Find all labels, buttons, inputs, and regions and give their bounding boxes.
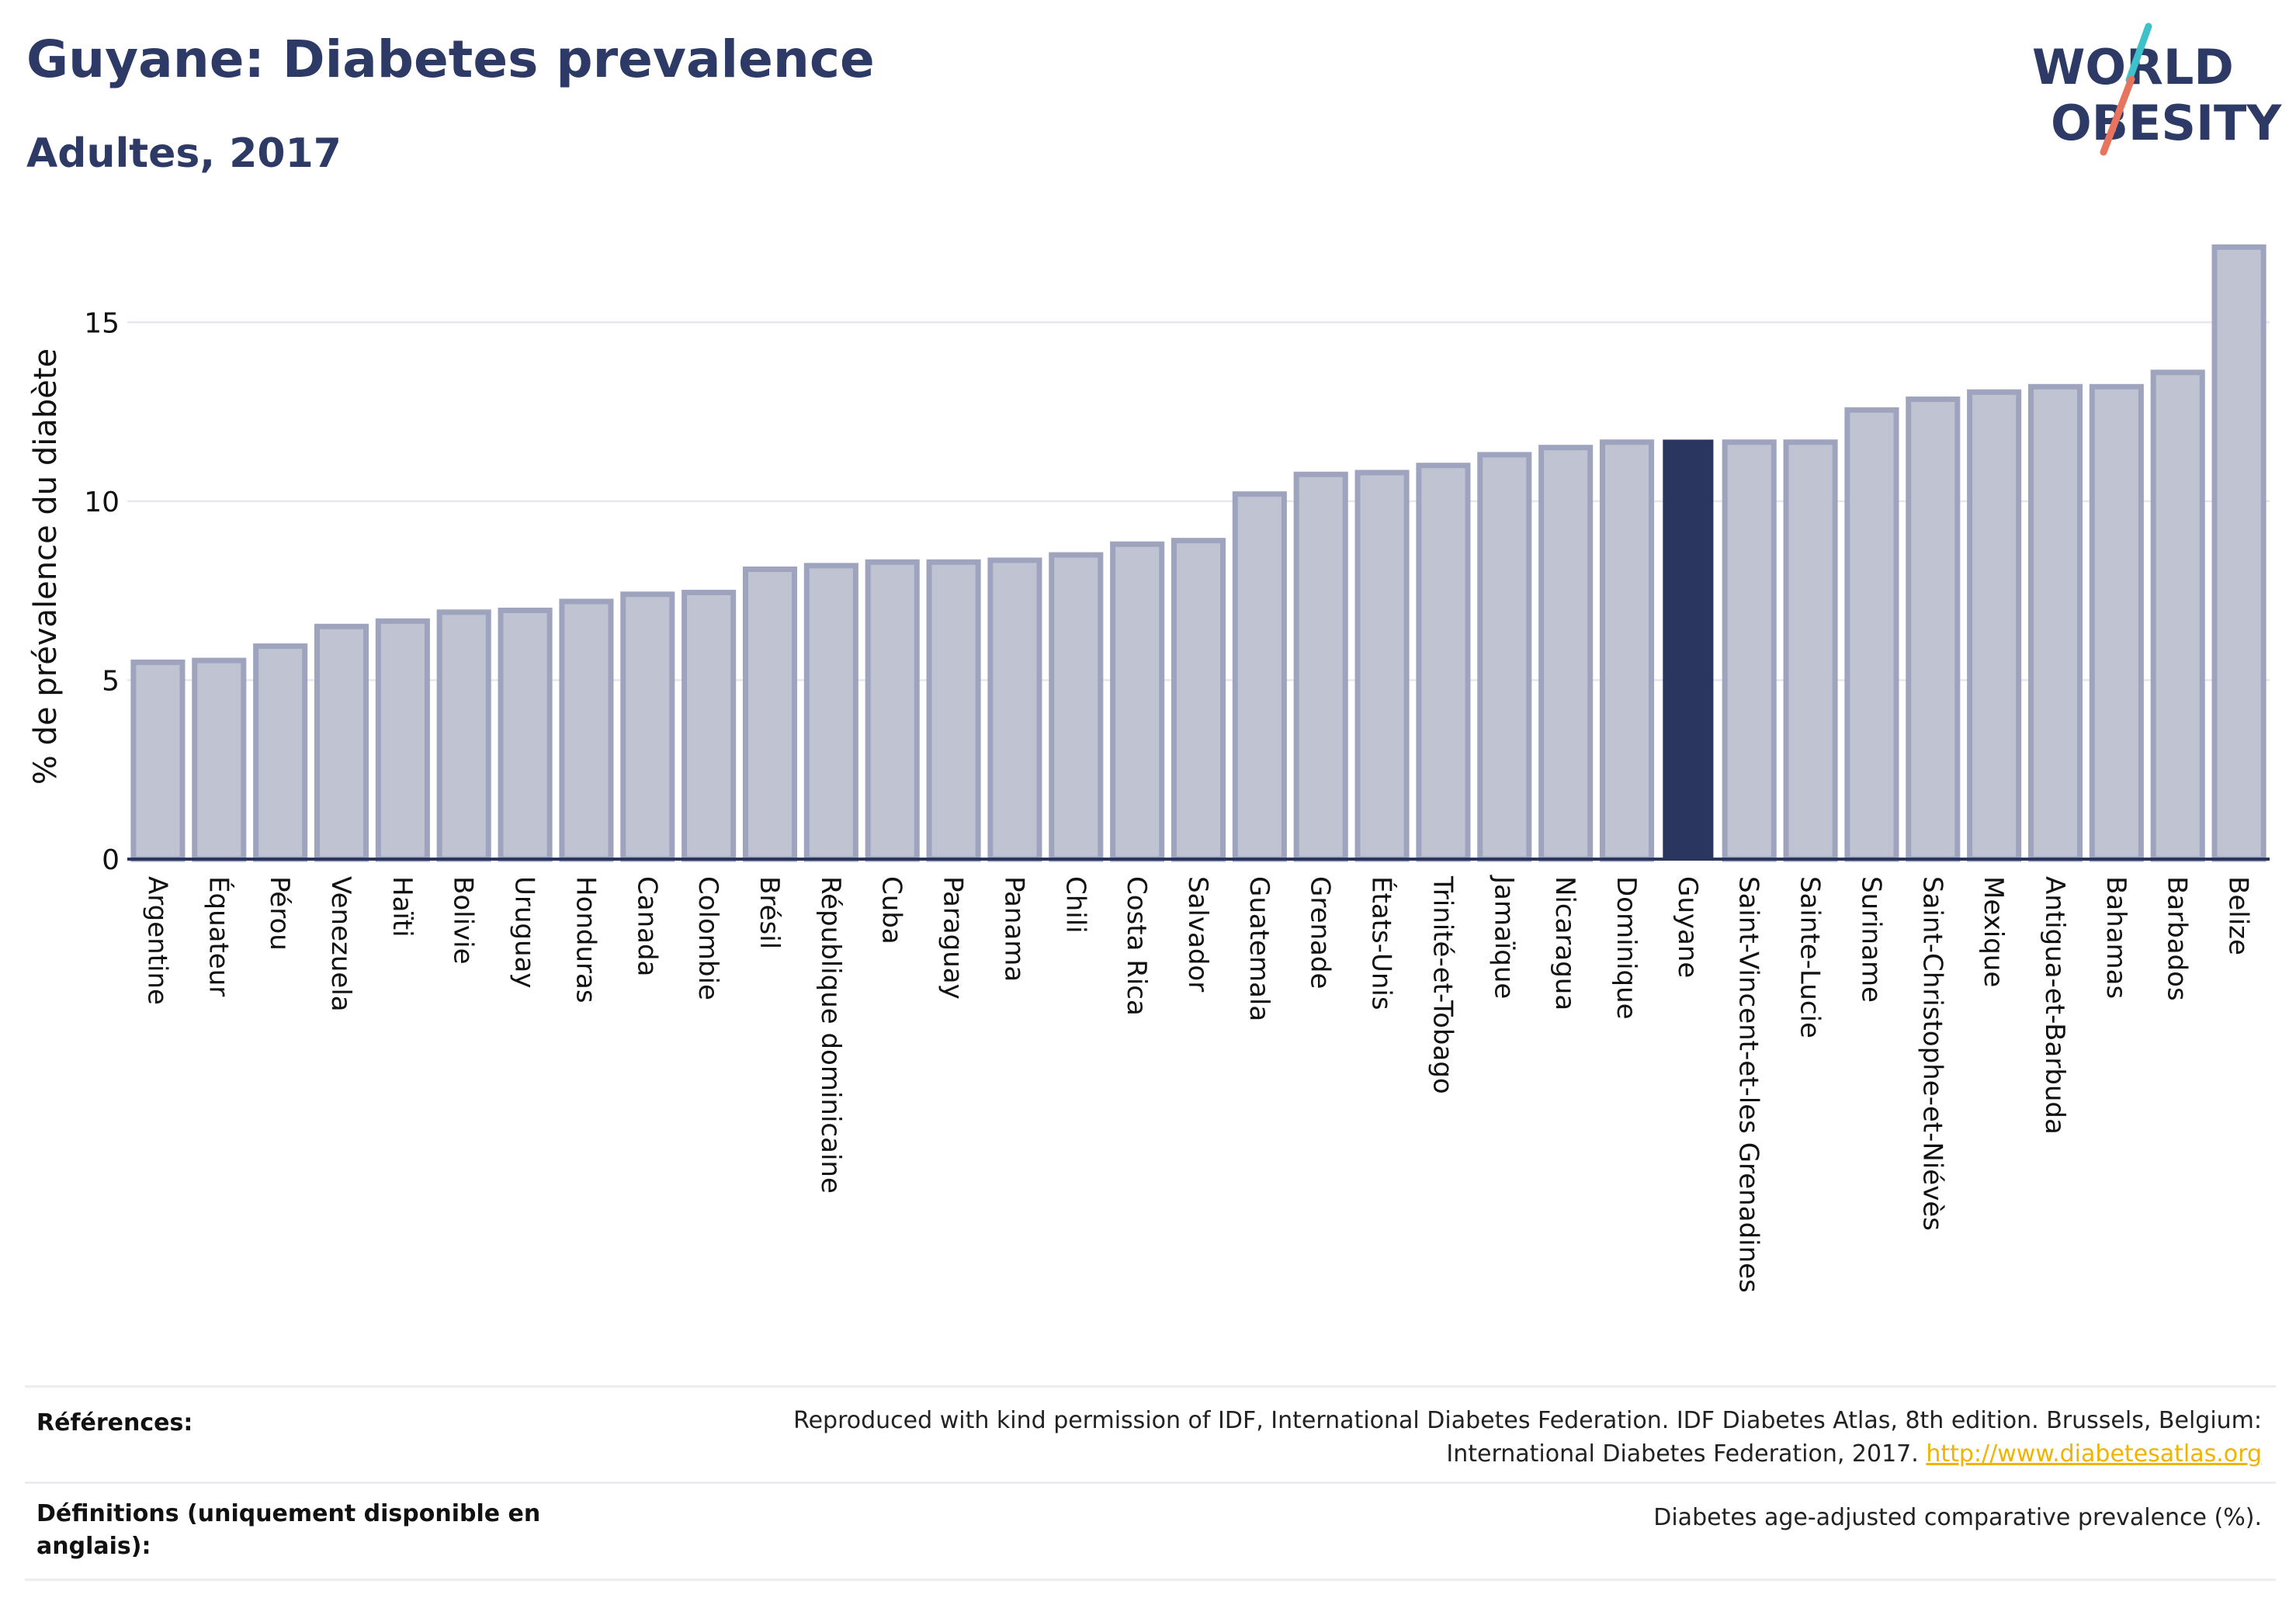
x-tick-label: Canada: [631, 876, 662, 976]
references-line-2-text: International Diabetes Federation, 2017.: [1446, 1440, 1919, 1468]
bar: [314, 623, 369, 862]
bar: [1477, 452, 1532, 862]
footer-divider-top: [25, 1385, 2276, 1388]
x-tick-label: Honduras: [570, 876, 601, 1003]
footer-divider-middle: [25, 1482, 2276, 1484]
y-tick-label: 5: [102, 665, 120, 697]
definitions-label-line-2: anglais):: [36, 1533, 151, 1560]
x-tick-label: États-Unis: [1366, 876, 1398, 1010]
x-tick-label: Guatemala: [1243, 876, 1275, 1021]
bar-highlight: [1663, 439, 1714, 860]
bar: [1049, 552, 1104, 862]
x-tick-label: Panama: [998, 876, 1029, 982]
bar: [1354, 470, 1410, 862]
x-tick-label: Venezuela: [325, 876, 356, 1012]
x-tick-label: Jamaïque: [1488, 875, 1519, 999]
x-tick-label: Trinité-et-Tobago: [1427, 875, 1458, 1094]
x-tick-label: Chili: [1060, 876, 1091, 934]
bar: [130, 659, 186, 862]
y-tick-label: 15: [84, 307, 120, 339]
x-tick-label: République dominicaine: [815, 876, 846, 1194]
bar: [1232, 491, 1287, 862]
x-tick-label: Belize: [2223, 876, 2254, 955]
bar-chart: 0 5 10 15 Argentine Équateur Pérou Venezuela Haï…: [28, 244, 2270, 1293]
x-tick-label: Bahamas: [2100, 876, 2131, 999]
bar: [682, 589, 737, 862]
bar: [865, 559, 920, 862]
references-link[interactable]: http://www.diabetesatlas.org: [1926, 1440, 2262, 1468]
references-text: Reproduced with kind permission of IDF, …: [477, 1404, 2262, 1471]
bar: [192, 657, 247, 862]
logo-slash-teal: [2125, 23, 2152, 84]
x-tick-label: Suriname: [1855, 876, 1886, 1003]
bar: [498, 608, 553, 862]
bars-layer: [130, 244, 2267, 862]
bar: [987, 557, 1042, 862]
x-tick-label: Pérou: [264, 876, 295, 951]
logo-word-obesity: OBESITY: [2051, 95, 2282, 151]
labels-layer: 0 5 10 15 Argentine Équateur Pérou Venezuela Haï…: [84, 307, 2253, 1292]
x-tick-label: Dominique: [1611, 876, 1642, 1020]
bar: [1171, 538, 1226, 862]
footer-divider-bottom: [25, 1579, 2276, 1581]
definitions-text: Diabetes age-adjusted comparative preval…: [1653, 1504, 2262, 1531]
x-tick-label: Saint-Vincent-et-les Grenadines: [1733, 876, 1764, 1293]
x-tick-label: Sainte-Lucie: [1795, 876, 1826, 1038]
page-title: Guyane: Diabetes prevalence: [26, 29, 875, 89]
bar: [375, 618, 430, 862]
definitions-label-line-1: Définitions (uniquement disponible en: [36, 1500, 541, 1527]
references-label: Références:: [36, 1409, 193, 1437]
x-tick-label: Cuba: [876, 876, 907, 944]
definitions-label: Définitions (uniquement disponible en an…: [36, 1498, 540, 1563]
bar: [1783, 439, 1838, 862]
bar: [1538, 445, 1594, 862]
x-tick-label: Paraguay: [938, 876, 969, 1000]
x-tick-label: Brésil: [754, 876, 785, 949]
x-tick-label: Barbados: [2162, 876, 2193, 1001]
bar: [1967, 389, 2022, 862]
bar: [2150, 369, 2205, 862]
bar: [926, 559, 981, 862]
page-subtitle: Adultes, 2017: [26, 130, 342, 177]
bar: [2089, 383, 2144, 862]
world-obesity-logo: WORLD OBESITY: [2032, 23, 2282, 156]
x-tick-label: Antigua-et-Barbuda: [2039, 876, 2070, 1135]
bar: [253, 643, 308, 862]
bar: [1110, 541, 1165, 862]
bar: [436, 609, 491, 862]
x-tick-label: Nicaragua: [1549, 876, 1580, 1010]
bar: [1722, 439, 1777, 862]
bar: [1416, 463, 1471, 862]
y-tick-label: 0: [102, 844, 120, 876]
x-tick-label: Haïti: [387, 876, 418, 938]
x-tick-label: Grenade: [1305, 876, 1336, 989]
logo-slash-coral: [2100, 75, 2135, 156]
x-tick-label: Argentine: [141, 876, 172, 1005]
y-tick-label: 10: [84, 487, 120, 518]
x-tick-label: Salvador: [1182, 876, 1213, 992]
x-tick-label: Guyane: [1672, 876, 1703, 978]
x-tick-label: Colombie: [692, 876, 723, 1000]
bar: [742, 566, 798, 862]
references-line-1: Reproduced with kind permission of IDF, …: [793, 1407, 2262, 1434]
bar: [803, 563, 858, 862]
x-tick-label: Costa Rica: [1121, 876, 1152, 1016]
bar: [1844, 407, 1899, 862]
bar: [559, 598, 614, 862]
bar: [620, 591, 675, 862]
bar: [1293, 471, 1348, 862]
x-tick-label: Bolivie: [448, 876, 479, 965]
x-tick-label: Mexique: [1978, 876, 2009, 987]
y-axis-title: % de prévalence du diabète: [28, 348, 64, 785]
bar: [1906, 396, 1961, 862]
x-tick-label: Équateur: [203, 876, 234, 996]
bar: [2211, 244, 2267, 862]
x-tick-label: Saint-Christophe-et-Niévès: [1916, 876, 1947, 1231]
bar: [2027, 383, 2083, 862]
bar: [1599, 439, 1655, 862]
references-line-2: International Diabetes Federation, 2017.…: [477, 1437, 2262, 1471]
x-tick-label: Uruguay: [509, 876, 540, 989]
